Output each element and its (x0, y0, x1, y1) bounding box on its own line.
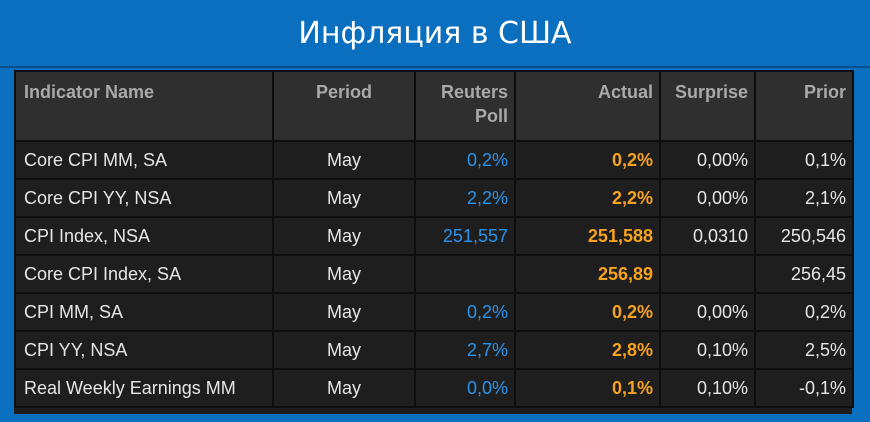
table-cell: May (272, 216, 416, 256)
table-cell: 2,8% (514, 330, 661, 370)
table-cell: 0,1% (754, 140, 854, 180)
table-row: Core CPI Index, SA May 256,89 256,45 (14, 254, 854, 294)
table-cell: May (272, 178, 416, 218)
table-container: Indicator Name Period Reuters Poll Actual Su… (14, 70, 854, 414)
table-cell: 0,10% (659, 368, 756, 408)
page-title: Инфляция в США (0, 0, 870, 68)
table-cell: 2,2% (414, 178, 516, 218)
table-cell: 0,2% (414, 292, 516, 332)
table-cell: 0,2% (754, 292, 854, 332)
table-cell: 251,557 (414, 216, 516, 256)
column-header: Reuters Poll (414, 70, 516, 142)
table-cell: 0,2% (514, 292, 661, 332)
column-header: Actual (514, 70, 661, 142)
table-cell: 2,1% (754, 178, 854, 218)
column-header: Indicator Name (14, 70, 274, 142)
table-cell: Core CPI Index, SA (14, 254, 274, 294)
table-row: Real Weekly Earnings MM May 0,0% 0,1% 0,10% -… (14, 368, 854, 408)
table-cell: May (272, 368, 416, 408)
table-cell: May (272, 292, 416, 332)
table-row: Core CPI MM, SA May 0,2% 0,2% 0,00% 0,1% (14, 140, 854, 180)
table-cell: Real Weekly Earnings MM (14, 368, 274, 408)
table-cell: 0,0310 (659, 216, 756, 256)
table-cell: 2,5% (754, 330, 854, 370)
table-row: CPI MM, SA May 0,2% 0,2% 0,00% 0,2% (14, 292, 854, 332)
column-header: Period (272, 70, 416, 142)
table-cell: May (272, 330, 416, 370)
table-cell: 256,89 (514, 254, 661, 294)
table-cell: 0,2% (514, 140, 661, 180)
table-cell: CPI YY, NSA (14, 330, 274, 370)
table-cell (659, 254, 756, 294)
header-row: Indicator Name Period Reuters Poll Actual Su… (14, 70, 854, 142)
table-row: CPI YY, NSA May 2,7% 2,8% 0,10% 2,5% (14, 330, 854, 370)
table-cell: 0,00% (659, 292, 756, 332)
table-cell: 0,00% (659, 140, 756, 180)
data-table: Indicator Name Period Reuters Poll Actual Su… (14, 70, 854, 408)
column-header: Surprise (659, 70, 756, 142)
table-cell (414, 254, 516, 294)
table-cell: 0,00% (659, 178, 756, 218)
table-cell: -0,1% (754, 368, 854, 408)
table-cell: 0,2% (414, 140, 516, 180)
table-cell: Core CPI YY, NSA (14, 178, 274, 218)
table-cell: May (272, 140, 416, 180)
column-header: Prior (754, 70, 854, 142)
table-cell: 2,2% (514, 178, 661, 218)
table-cell: CPI Index, NSA (14, 216, 274, 256)
table-cell: May (272, 254, 416, 294)
table-cell: 256,45 (754, 254, 854, 294)
table-cell: 0,0% (414, 368, 516, 408)
table-cell: 0,1% (514, 368, 661, 408)
table-cell: 250,546 (754, 216, 854, 256)
table-row: CPI Index, NSA May 251,557 251,588 0,0310 250… (14, 216, 854, 256)
table-cell: 0,10% (659, 330, 756, 370)
table-cell: 2,7% (414, 330, 516, 370)
table-cell: 251,588 (514, 216, 661, 256)
table-cell: CPI MM, SA (14, 292, 274, 332)
table-cell: Core CPI MM, SA (14, 140, 274, 180)
table-row: Core CPI YY, NSA May 2,2% 2,2% 0,00% 2,1% (14, 178, 854, 218)
